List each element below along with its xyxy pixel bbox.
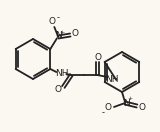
Text: NH: NH (56, 70, 69, 79)
Text: O: O (49, 18, 56, 27)
Text: +: + (127, 96, 133, 102)
Text: N: N (123, 100, 129, 109)
Text: -: - (101, 109, 104, 117)
Text: O: O (139, 103, 145, 112)
Text: O: O (72, 29, 79, 39)
Text: NH: NH (106, 76, 119, 84)
Text: +: + (60, 29, 65, 34)
Text: -: - (57, 13, 60, 22)
Text: O: O (104, 103, 112, 112)
Text: O: O (55, 86, 62, 95)
Text: O: O (95, 53, 102, 62)
Text: N: N (56, 32, 62, 41)
